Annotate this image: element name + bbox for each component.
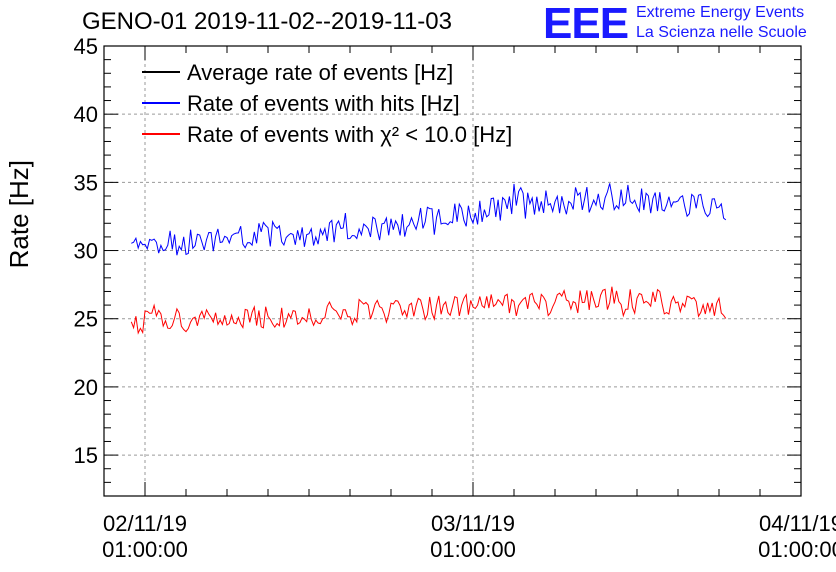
y-tick-label: 45 xyxy=(74,34,98,59)
y-tick-label: 35 xyxy=(74,170,98,195)
legend-label-1: Rate of events with hits [Hz] xyxy=(187,91,460,116)
x-tick-label-date: 02/11/19 xyxy=(103,511,187,536)
chart-title: GENO-01 2019-11-02--2019-11-03 xyxy=(82,8,452,35)
series-line-2 xyxy=(130,286,727,335)
y-tick-label: 20 xyxy=(74,375,98,400)
y-tick-label: 25 xyxy=(74,307,98,332)
x-tick-label-date: 03/11/19 xyxy=(431,511,515,536)
y-tick-label: 30 xyxy=(74,239,98,264)
x-tick-label-time: 01:00:00 xyxy=(102,537,188,562)
y-tick-label: 15 xyxy=(74,443,98,468)
logo-line-2: La Scienza nelle Scuole xyxy=(636,24,807,41)
logo-line-1: Extreme Energy Events xyxy=(636,4,805,21)
x-tick-label-date: 04/11/19 xyxy=(759,511,836,536)
eee-logo: EEE xyxy=(543,0,629,48)
plot-frame xyxy=(103,45,802,497)
y-tick-label: 40 xyxy=(74,102,98,127)
legend-label-2: Rate of events with χ² < 10.0 [Hz] xyxy=(187,122,512,147)
x-tick-label-time: 01:00:00 xyxy=(430,537,516,562)
x-tick-label-time: 01:00:00 xyxy=(758,537,836,562)
series-line-1 xyxy=(131,183,727,256)
legend-label-0: Average rate of events [Hz] xyxy=(187,60,453,85)
